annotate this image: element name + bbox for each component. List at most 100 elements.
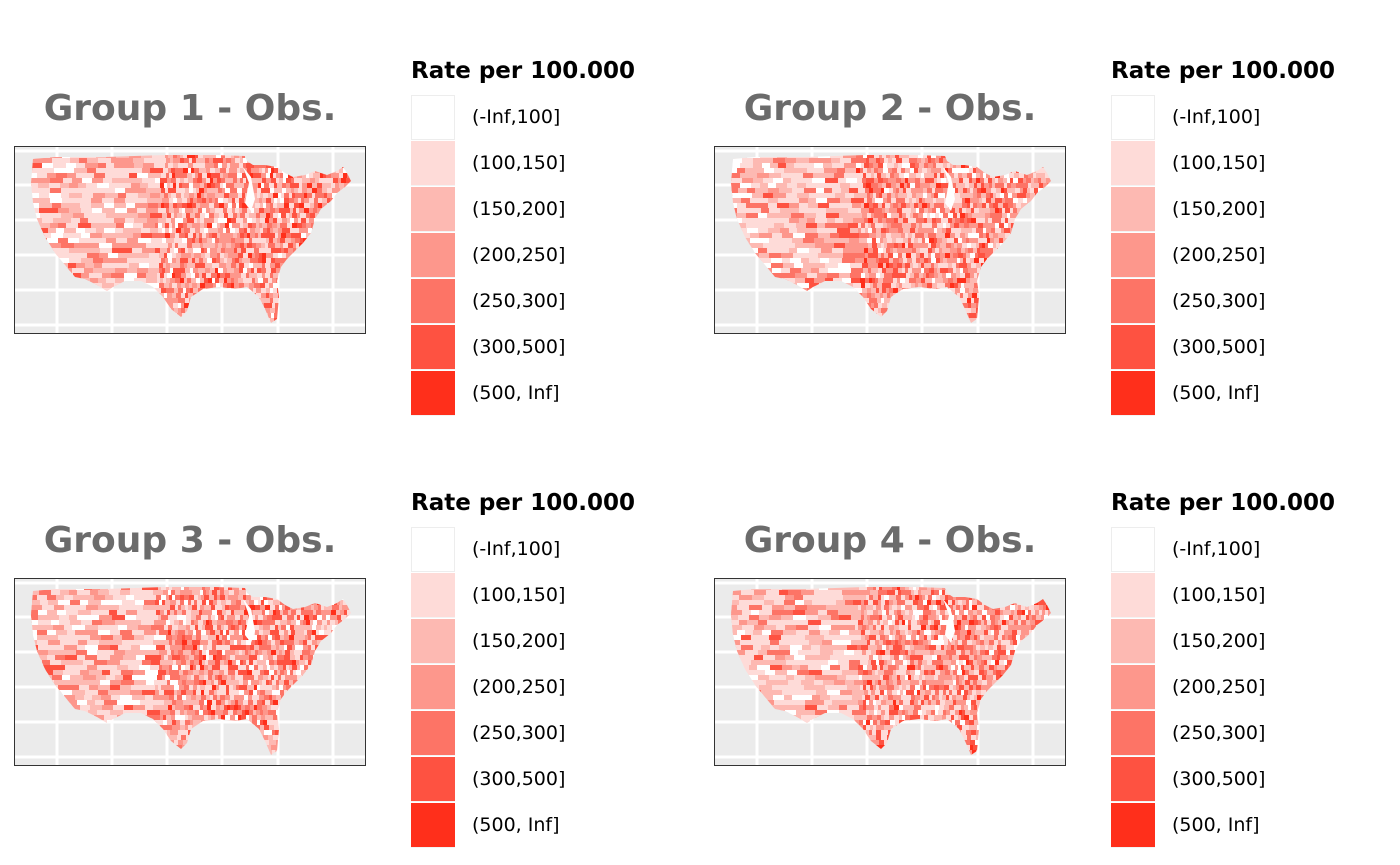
county (296, 610, 301, 615)
county (347, 610, 351, 615)
county (264, 313, 268, 318)
county (900, 238, 903, 243)
county (731, 178, 742, 186)
county (318, 308, 323, 313)
county (791, 178, 800, 186)
county (971, 303, 976, 308)
county (837, 228, 850, 236)
county (783, 278, 795, 286)
county (202, 178, 206, 183)
county (153, 605, 166, 613)
county (1004, 173, 1009, 178)
county (167, 253, 172, 258)
county (145, 595, 156, 603)
county (911, 218, 916, 223)
county (211, 243, 215, 248)
county (200, 590, 203, 595)
county (1039, 223, 1042, 228)
county (897, 318, 901, 323)
county (284, 193, 289, 198)
county (1023, 318, 1027, 323)
county (179, 168, 183, 173)
county (69, 248, 82, 256)
county (953, 278, 957, 283)
county (352, 590, 355, 595)
county (324, 208, 329, 213)
county (1013, 278, 1017, 283)
county (853, 218, 864, 226)
county (81, 258, 93, 266)
county (326, 173, 331, 178)
county (929, 318, 934, 323)
county (164, 298, 169, 303)
county (239, 198, 244, 203)
county (1009, 168, 1012, 173)
county (905, 243, 908, 248)
county (262, 620, 266, 625)
county (294, 203, 299, 208)
county (919, 208, 924, 213)
county (898, 268, 902, 273)
legend-swatch (411, 186, 455, 232)
county (235, 625, 239, 630)
county (896, 283, 899, 288)
county (919, 163, 924, 168)
county (289, 213, 292, 218)
county (317, 208, 320, 213)
county (186, 273, 191, 278)
county (936, 198, 941, 203)
county (795, 293, 806, 301)
county (228, 238, 231, 243)
county (953, 213, 957, 218)
county (954, 248, 957, 253)
county (977, 188, 981, 193)
county (964, 223, 969, 228)
county (1043, 163, 1046, 168)
county (901, 273, 906, 278)
county (942, 283, 945, 288)
county (228, 595, 233, 600)
county (1014, 173, 1019, 178)
county (1049, 258, 1051, 263)
county (263, 213, 266, 218)
county (1021, 278, 1025, 283)
county (886, 173, 890, 178)
county (293, 600, 296, 605)
county (1005, 208, 1010, 213)
county (175, 218, 179, 223)
county (768, 228, 780, 236)
county (882, 208, 885, 213)
county (260, 193, 263, 198)
county (335, 213, 340, 218)
county (890, 203, 893, 208)
county (980, 158, 983, 163)
county (867, 238, 872, 243)
county (125, 620, 133, 628)
county (230, 178, 233, 183)
county (188, 293, 193, 298)
county (259, 208, 264, 213)
county (958, 158, 961, 163)
county (259, 168, 262, 173)
county (849, 293, 859, 301)
county (342, 208, 346, 213)
county (132, 248, 142, 256)
county (228, 293, 231, 298)
legend-item: (200,250] (411, 232, 635, 278)
county (74, 298, 84, 306)
county (958, 238, 962, 243)
county (144, 630, 156, 638)
county (899, 258, 903, 263)
county (919, 223, 922, 228)
county (1007, 238, 1011, 243)
county (867, 193, 870, 198)
county (904, 313, 908, 318)
county (120, 590, 130, 598)
county (348, 228, 351, 233)
county (95, 213, 106, 221)
county (215, 208, 220, 213)
county (927, 188, 932, 193)
county (936, 258, 940, 263)
county (310, 273, 313, 278)
county (937, 228, 942, 233)
